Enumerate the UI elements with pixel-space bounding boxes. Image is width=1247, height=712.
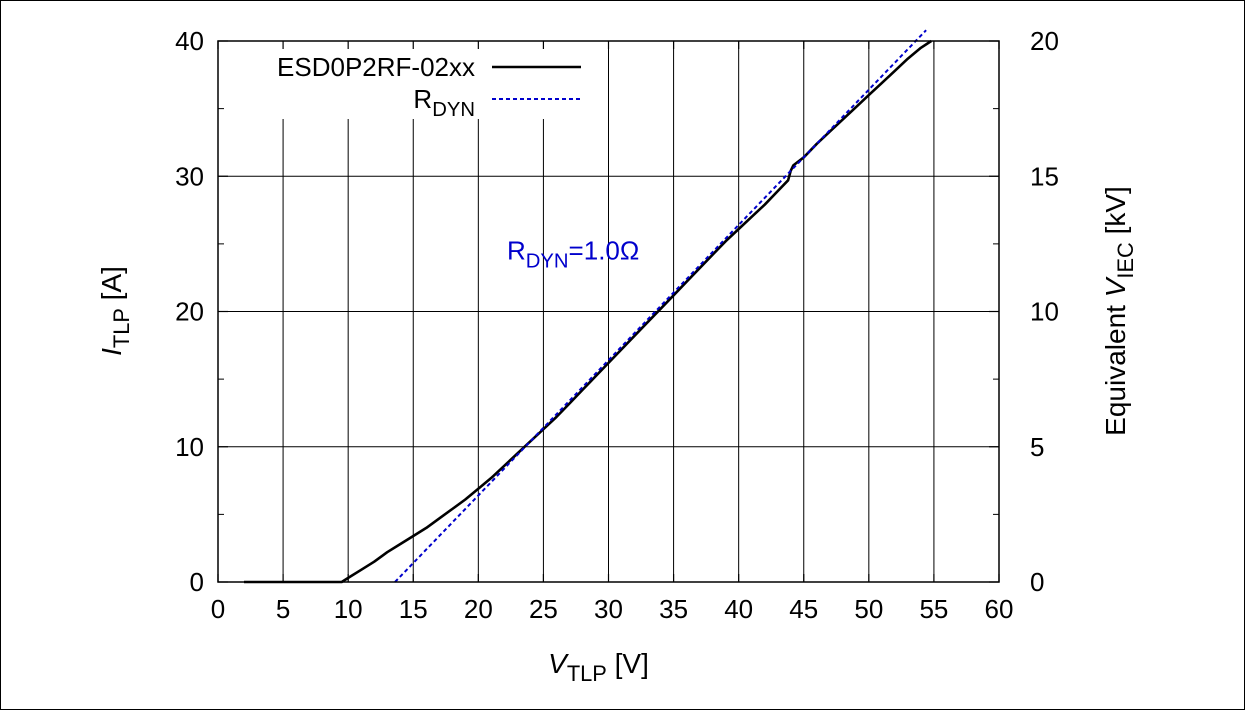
legend-label: RDYN [413,84,475,121]
x-tick-label: 20 [464,594,493,624]
subscript: DYN [432,99,475,121]
y-left-tick-label: 30 [175,161,204,191]
y-left-axis-title: ITLP [A] [96,266,134,356]
rdyn-annotation: RDYN=1.0Ω [507,236,639,273]
y-right-tick-label: 5 [1030,432,1044,462]
y-right-tick-label: 20 [1030,26,1059,56]
x-axis-title: VTLP [V] [548,648,649,686]
annotations: RDYN=1.0Ω [507,236,639,273]
y-left-tick-label: 10 [175,432,204,462]
y-left-tick-label: 0 [190,567,204,597]
y-right-axis-title: Equivalent VIEC [kV] [1100,186,1138,436]
subscript: TLP [109,308,134,348]
subscript: IEC [1113,242,1138,278]
x-tick-label: 25 [529,594,558,624]
series-line-rdyn [394,29,927,583]
legend-background [233,47,588,119]
x-tick-label: 40 [724,594,753,624]
x-tick-label: 10 [334,594,363,624]
x-tick-label: 55 [919,594,948,624]
x-tick-label: 45 [789,594,818,624]
subscript: TLP [567,661,607,686]
x-tick-label: 35 [659,594,688,624]
axis-ticks [217,40,1000,583]
y-right-tick-label: 15 [1030,161,1059,191]
x-tick-label: 0 [211,594,225,624]
y-right-tick-label: 10 [1030,297,1059,327]
subscript: DYN [526,251,569,273]
x-tick-label: 60 [985,594,1014,624]
x-tick-label: 30 [594,594,623,624]
grid-lines [218,41,999,582]
x-tick-label: 50 [854,594,883,624]
y-left-tick-label: 40 [175,26,204,56]
y-right-tick-label: 0 [1030,567,1044,597]
x-tick-label: 5 [276,594,290,624]
axis-labels: 0 5 10 15 20 25 30 35 40 45 50 55 60 0 10 20 30 40 0 5 10 15 2… [96,26,1138,686]
y-left-tick-label: 20 [175,297,204,327]
legend-label: ESD0P2RF-02xx [277,52,475,82]
x-tick-label: 15 [399,594,428,624]
series-layer [244,29,933,584]
